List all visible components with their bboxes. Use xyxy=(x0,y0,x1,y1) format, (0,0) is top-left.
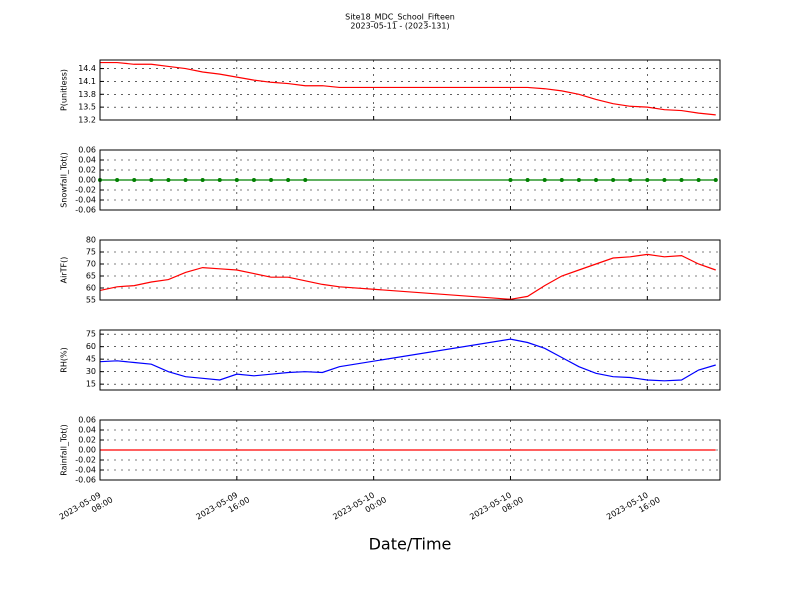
y-tick-label: 30 xyxy=(86,367,96,376)
marker xyxy=(166,178,171,182)
y-tick-label: 15 xyxy=(86,380,96,389)
y-axis-label: AirTF() xyxy=(60,257,69,284)
y-tick-label: -0.04 xyxy=(75,196,96,205)
marker xyxy=(576,178,581,182)
marker xyxy=(234,178,239,182)
plot-frame xyxy=(99,419,721,481)
y-tick-label: 0.06 xyxy=(78,146,96,155)
y-tick-label: 0.04 xyxy=(78,426,96,435)
y-tick-label: -0.02 xyxy=(75,456,96,465)
y-tick-label: 13.2 xyxy=(78,116,96,125)
y-tick-label: 45 xyxy=(86,355,96,364)
y-tick-label: 0.02 xyxy=(78,436,96,445)
marker xyxy=(645,178,650,182)
x-tick-label: 2023-05-1008:00 xyxy=(468,486,525,530)
marker xyxy=(132,178,137,182)
plot-frame xyxy=(99,239,721,301)
y-tick-label: 13.8 xyxy=(78,90,96,99)
marker xyxy=(115,178,120,182)
marker xyxy=(508,178,513,182)
y-axis-label: RH(%) xyxy=(60,347,69,372)
y-tick-label: 60 xyxy=(86,342,96,351)
y-tick-label: 0.00 xyxy=(78,446,96,455)
line xyxy=(99,338,716,382)
marker xyxy=(662,178,667,182)
y-tick-label: -0.04 xyxy=(75,466,96,475)
marker xyxy=(269,178,274,182)
marker xyxy=(542,178,547,182)
chart-subtitle: 2023-05-11 - (2023-131) xyxy=(350,22,449,31)
y-axis-label: P(unitless) xyxy=(60,69,69,111)
marker xyxy=(611,178,616,182)
marker xyxy=(286,178,291,182)
y-tick-label: 60 xyxy=(86,284,96,293)
chart-title: Site18_MDC_School_Fifteen xyxy=(345,13,455,22)
y-tick-label: -0.06 xyxy=(75,206,96,215)
plot-frame xyxy=(99,329,721,391)
line xyxy=(99,253,716,300)
marker xyxy=(696,178,701,182)
marker xyxy=(713,178,718,182)
y-tick-label: 55 xyxy=(86,296,96,305)
y-tick-label: 0.00 xyxy=(78,176,96,185)
y-tick-label: 75 xyxy=(86,248,96,257)
y-axis-label: Rainfall_Tot() xyxy=(60,424,69,476)
y-tick-label: 14.1 xyxy=(78,77,96,86)
y-tick-label: 70 xyxy=(86,260,96,269)
y-tick-label: 75 xyxy=(86,330,96,339)
x-tick-label: 2023-05-1016:00 xyxy=(605,486,662,530)
line xyxy=(100,61,716,116)
marker xyxy=(251,178,256,182)
y-tick-label: -0.06 xyxy=(75,476,96,485)
y-tick-label: 13.5 xyxy=(78,103,96,112)
y-tick-label: -0.02 xyxy=(75,186,96,195)
y-tick-label: 0.04 xyxy=(78,156,96,165)
y-tick-label: 14.4 xyxy=(78,64,96,73)
plot-frame xyxy=(99,59,721,121)
y-tick-label: 65 xyxy=(86,272,96,281)
marker xyxy=(594,178,598,182)
y-tick-label: 0.06 xyxy=(78,416,96,425)
marker xyxy=(628,178,633,182)
marker xyxy=(183,178,188,182)
marker xyxy=(303,178,308,182)
marker xyxy=(525,178,530,182)
x-tick-label: 2023-05-1000:00 xyxy=(331,486,388,530)
x-axis-label: Date/Time xyxy=(369,535,452,554)
marker xyxy=(200,178,205,182)
x-tick-label: 2023-05-0908:00 xyxy=(57,486,114,530)
y-tick-label: 0.02 xyxy=(78,166,96,175)
y-tick-label: 80 xyxy=(86,236,96,245)
marker xyxy=(217,178,222,182)
marker xyxy=(559,178,564,182)
y-axis-label: Snowfall_Tot() xyxy=(60,152,69,208)
marker xyxy=(679,178,684,182)
plot-frame xyxy=(99,149,721,211)
x-tick-label: 2023-05-0916:00 xyxy=(194,486,251,530)
marker xyxy=(149,178,154,182)
